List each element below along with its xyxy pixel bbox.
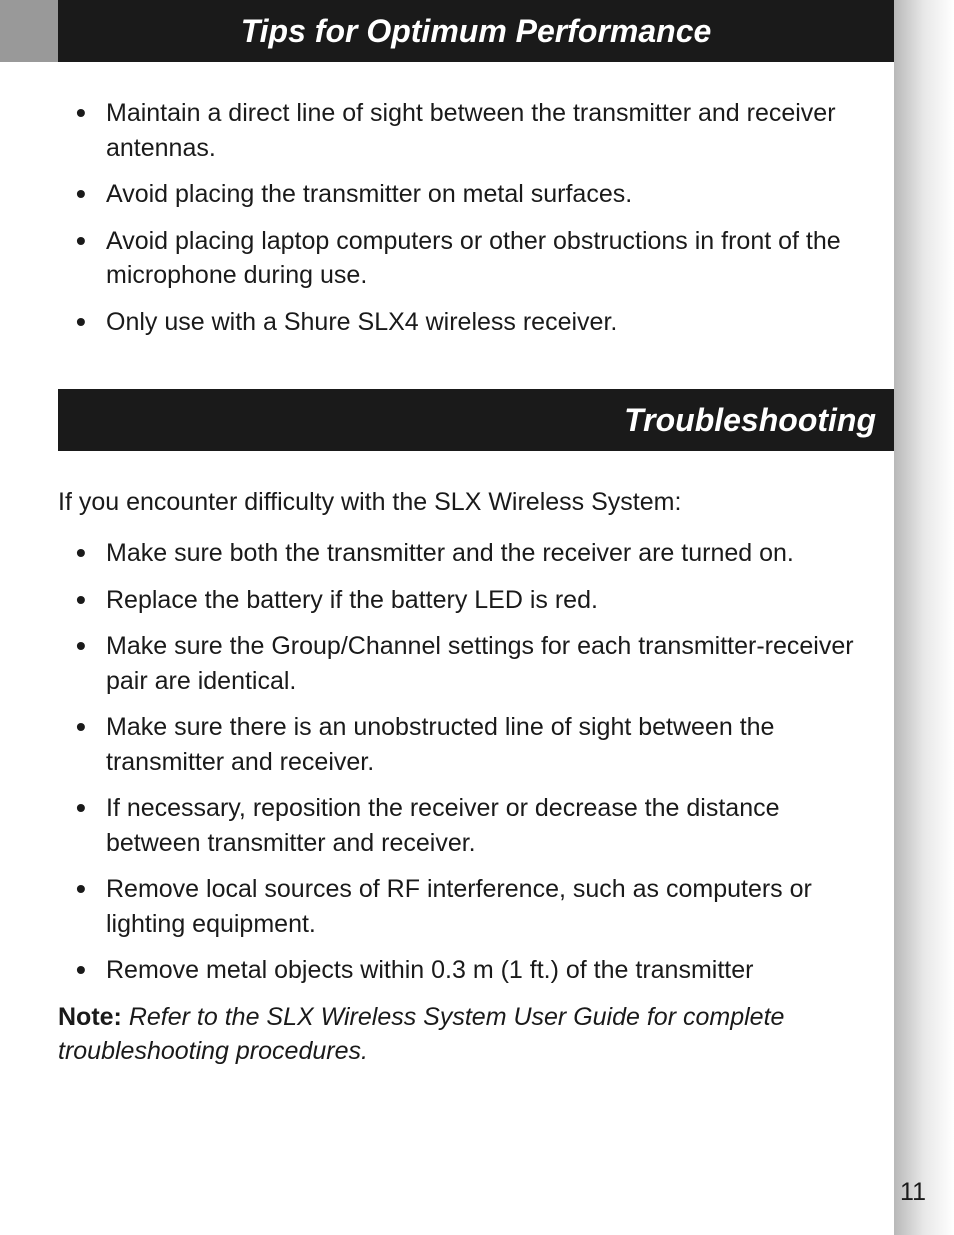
list-item: Remove local sources of RF interference,… [88,872,866,941]
page-number: 11 [900,1178,926,1207]
list-item: Avoid placing laptop computers or other … [88,224,866,293]
note: Note: Refer to the SLX Wireless System U… [58,1000,866,1069]
list-item: If necessary, reposition the receiver or… [88,791,866,860]
list-item: Make sure the Group/Channel settings for… [88,629,866,698]
section-title-tips: Tips for Optimum Performance [58,0,894,62]
list-item: Avoid placing the transmitter on metal s… [88,177,866,212]
list-item: Maintain a direct line of sight between … [88,96,866,165]
list-item: Make sure both the transmitter and the r… [88,536,866,571]
list-item: Remove metal objects within 0.3 m (1 ft.… [88,953,866,988]
section-header-tips: Tips for Optimum Performance [0,0,954,62]
troubleshooting-intro: If you encounter difficulty with the SLX… [58,485,866,520]
tips-content: Maintain a direct line of sight between … [0,96,924,339]
troubleshooting-list: Make sure both the transmitter and the r… [58,536,866,988]
section-header-troubleshooting: Troubleshooting [0,389,954,451]
list-item: Make sure there is an unobstructed line … [88,710,866,779]
note-body: Refer to the SLX Wireless System User Gu… [58,1003,784,1066]
note-label: Note: [58,1003,122,1031]
section-title-troubleshooting: Troubleshooting [58,389,894,451]
manual-page: Tips for Optimum Performance Maintain a … [0,0,954,1235]
troubleshooting-content: If you encounter difficulty with the SLX… [0,485,924,1069]
list-item: Only use with a Shure SLX4 wireless rece… [88,305,866,340]
list-item: Replace the battery if the battery LED i… [88,583,866,618]
left-tab-marker [0,0,58,62]
tips-list: Maintain a direct line of sight between … [58,96,866,339]
